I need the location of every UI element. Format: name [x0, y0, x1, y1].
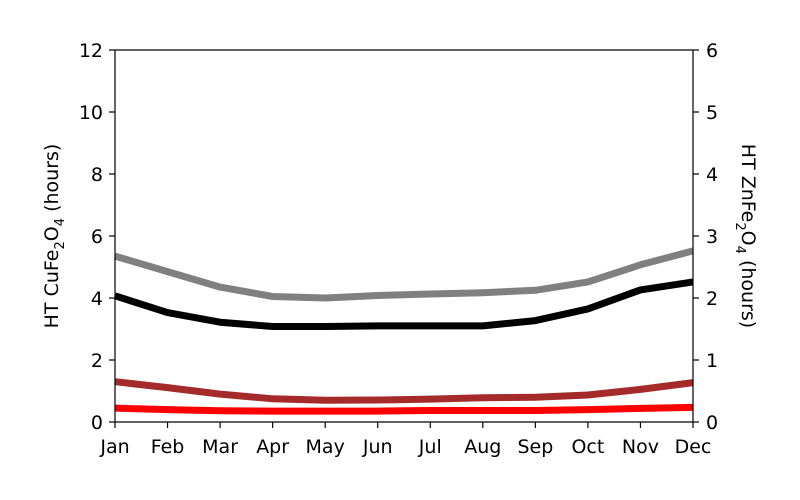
series-line-2	[113, 278, 694, 330]
y-right-tick-label: 4	[706, 164, 718, 186]
x-tick-label: Apr	[256, 436, 289, 458]
y-left-tick-label: 4	[91, 288, 103, 310]
x-tick-label: Nov	[622, 436, 659, 458]
series-line-1	[114, 247, 694, 302]
y-left-tick-label: 8	[91, 164, 103, 186]
x-tick-label: Dec	[675, 436, 712, 458]
y-left-tick-label: 10	[79, 102, 103, 124]
y-right-tick-label: 1	[706, 350, 718, 372]
y-left-axis-title: HT CuFe2O4 (hours)	[41, 144, 68, 329]
x-tick-label: Feb	[151, 436, 185, 458]
y-left-tick-label: 6	[91, 226, 103, 248]
series-line-3	[114, 378, 694, 404]
y-right-tick-label: 0	[706, 412, 718, 434]
y-right-tick-label: 2	[706, 288, 718, 310]
y-left-tick-label: 0	[91, 412, 103, 434]
y-right-axis-title: HT ZnFe2O4 (hours)	[732, 144, 759, 328]
series-line-4	[114, 403, 694, 415]
series-layer	[113, 247, 694, 415]
x-tick-label: Mar	[202, 436, 238, 458]
x-tick-label: Jul	[418, 436, 442, 458]
x-tick-label: Oct	[571, 436, 604, 458]
y-left-tick-label: 12	[79, 40, 103, 62]
x-tick-label: Jun	[362, 436, 393, 458]
y-right-tick-label: 5	[706, 102, 718, 124]
y-right-tick-label: 3	[706, 226, 718, 248]
y-right-tick-label: 6	[706, 40, 718, 62]
x-tick-label: May	[306, 436, 345, 458]
y-left-tick-label: 2	[91, 350, 103, 372]
x-tick-label: Aug	[464, 436, 501, 458]
x-tick-label: Jan	[99, 436, 129, 458]
x-tick-label: Sep	[517, 436, 553, 458]
